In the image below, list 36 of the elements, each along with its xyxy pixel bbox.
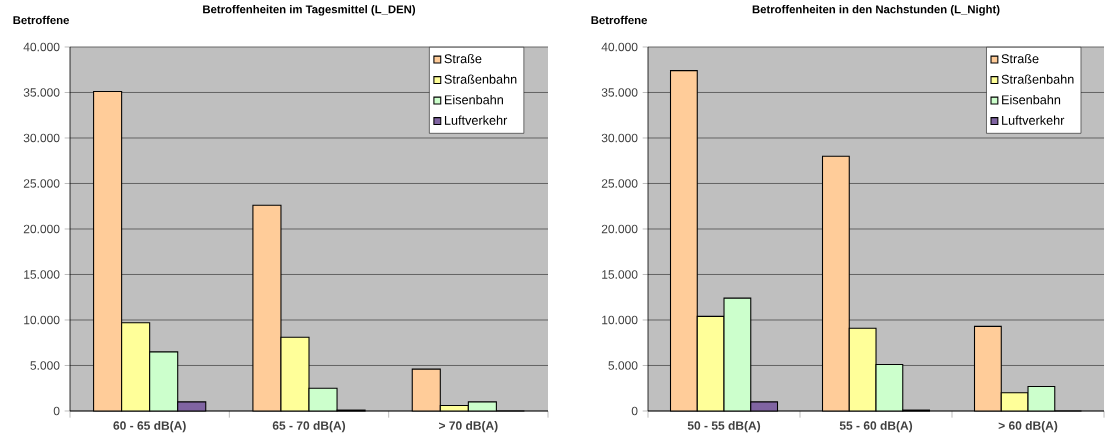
legend-label: Straße — [1001, 54, 1039, 64]
y-tick-label: 20.000 — [601, 224, 638, 234]
x-tick-label: 65 - 70 dB(A) — [272, 421, 346, 433]
y-tick-label: 0 — [631, 406, 638, 416]
legend-label: Eisenbahn — [1002, 95, 1061, 105]
y-tick-label: 25.000 — [23, 179, 60, 188]
x-tick-label: 50 - 55 dB(A) — [687, 421, 761, 433]
y-tick-label: 35.000 — [23, 88, 60, 97]
x-tick-label: 60 - 65 dB(A) — [113, 421, 186, 433]
x-tick-label: 55 - 60 dB(A) — [839, 421, 913, 433]
x-tick-label: > 70 dB(A) — [439, 421, 498, 433]
legend-label: Eisenbahn — [444, 95, 503, 105]
y-tick-label: 5.000 — [608, 361, 638, 370]
y-tick-label: 25.000 — [601, 179, 638, 188]
y-tick-label: 10.000 — [24, 315, 60, 325]
chart-title: Betroffenheiten im Tagesmittel (L_DEN) — [203, 5, 416, 16]
y-axis-title: Betroffene — [13, 15, 69, 25]
y-tick-label: 0 — [53, 406, 60, 416]
legend-label: Luftverkehr — [1002, 115, 1065, 125]
y-axis-title: Betroffene — [591, 15, 647, 25]
y-tick-label: 30.000 — [23, 133, 60, 143]
y-tick-label: 10.000 — [602, 315, 638, 325]
y-tick-label: 20.000 — [23, 224, 60, 234]
legend-label: Straße — [444, 54, 482, 64]
y-tick-label: 15.000 — [24, 270, 60, 279]
y-tick-label: 30.000 — [601, 133, 638, 143]
x-tick-label: > 60 dB(A) — [998, 421, 1058, 433]
chart-title: Betroffenheiten in den Nachstunden (L_Night) — [752, 5, 1000, 16]
y-tick-label: 15.000 — [602, 270, 638, 279]
legend-label: Luftverkehr — [444, 115, 508, 125]
y-tick-label: 5.000 — [30, 361, 60, 370]
y-tick-label: 35.000 — [601, 88, 638, 97]
legend-label: Straßenbahn — [1001, 74, 1074, 84]
legend-label: Straßenbahn — [444, 74, 517, 84]
y-tick-label: 40.000 — [601, 42, 638, 52]
y-tick-label: 40.000 — [23, 42, 60, 52]
